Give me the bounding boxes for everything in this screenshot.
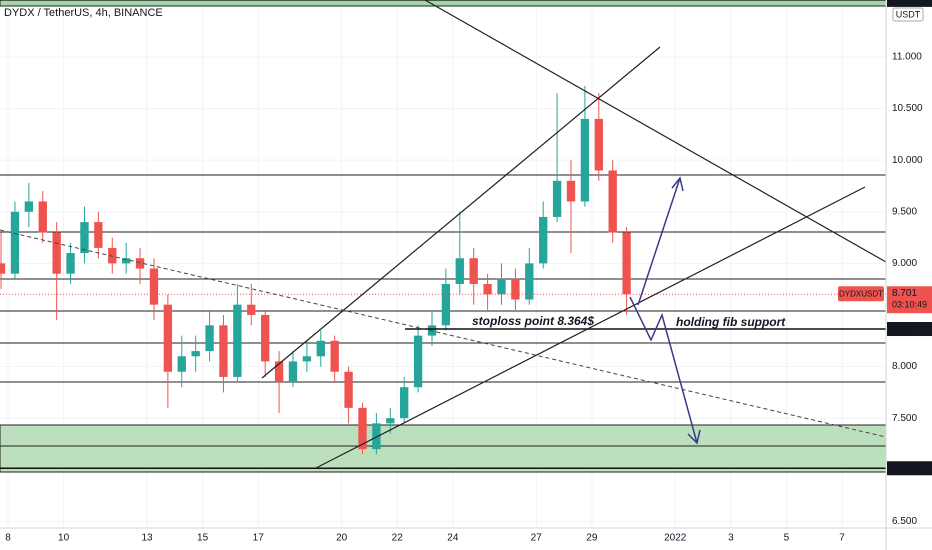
- currency-box: [892, 7, 924, 22]
- marker-tag: 8.364: [892, 324, 917, 335]
- x-tick-label: 29: [586, 533, 598, 544]
- candle-body: [511, 278, 520, 300]
- candle-body: [483, 284, 492, 295]
- candle-body: [10, 211, 20, 274]
- y-tick-label: 9.500: [892, 206, 917, 217]
- candle-body: [552, 180, 562, 217]
- y-tick-label: 7.500: [892, 413, 917, 424]
- candle-body: [288, 361, 298, 383]
- price-tag-box: [887, 286, 932, 314]
- marker-tag-box: [887, 0, 932, 7]
- countdown: 03:10:49: [892, 300, 927, 310]
- candle-body: [316, 340, 325, 357]
- candle-body: [469, 258, 478, 285]
- y-tick-label: 10.500: [892, 103, 923, 114]
- trendline: [424, 0, 887, 263]
- candle-body: [163, 304, 173, 372]
- candle-body: [205, 325, 214, 352]
- currency: USDT: [896, 9, 921, 19]
- x-tick-label: 22: [392, 533, 404, 544]
- candle-body: [330, 340, 339, 372]
- x-tick-label: 7: [839, 533, 845, 544]
- candle-body: [0, 263, 6, 274]
- candle-body: [261, 314, 270, 362]
- candle-body: [149, 268, 159, 305]
- candle-body: [344, 371, 353, 408]
- x-tick-label: 27: [531, 533, 543, 544]
- candle-body: [24, 201, 34, 212]
- candle-body: [372, 423, 381, 450]
- y-tick-label: 6.500: [892, 516, 917, 527]
- candle-body: [94, 222, 103, 248]
- marker-tag-box: [887, 461, 932, 476]
- candle-body: [177, 356, 186, 372]
- chart-title: DYDX / TetherUS, 4h, BINANCE: [4, 7, 163, 19]
- candle-body: [135, 258, 145, 269]
- price-tag: 8.701: [892, 288, 917, 299]
- resistance-zone: [0, 0, 887, 7]
- arrow-head: [687, 429, 701, 445]
- marker-tag-box: [887, 322, 932, 337]
- candle-body: [274, 361, 284, 383]
- projection-arrow: [629, 296, 698, 444]
- symbol-tag: DYDXUSDT: [839, 289, 883, 298]
- x-tick-label: 17: [253, 533, 265, 544]
- x-tick-label: 24: [447, 533, 459, 544]
- y-tick-label: 11.000: [892, 52, 922, 63]
- support-zone: [0, 424, 887, 473]
- candle-body: [386, 418, 395, 424]
- candle-body: [594, 118, 603, 171]
- candle-body: [622, 232, 631, 295]
- candle-body: [38, 201, 47, 233]
- x-tick-label: 10: [58, 533, 70, 544]
- y-tick-label: 8.000: [892, 361, 917, 372]
- symbol-tag-box: [838, 286, 884, 302]
- candle-body: [566, 180, 576, 202]
- x-tick-label: 2022: [664, 533, 687, 544]
- x-tick-label: 3: [728, 533, 734, 544]
- x-tick-label: 20: [336, 533, 348, 544]
- annotation: holding fib support: [676, 315, 786, 329]
- marker-tag: 7.015: [892, 463, 917, 474]
- candle-body: [539, 216, 548, 264]
- candle-body: [121, 258, 131, 264]
- y-tick-label: 10.000: [892, 155, 923, 166]
- x-tick-label: 15: [197, 533, 209, 544]
- trendline: [261, 46, 661, 379]
- candle-body: [497, 278, 506, 295]
- candle-body: [302, 356, 312, 362]
- candle-body: [608, 170, 617, 233]
- candle-body: [580, 118, 590, 202]
- x-tick-label: 5: [784, 533, 790, 544]
- candle-body: [219, 325, 228, 377]
- candle-body: [358, 407, 367, 450]
- arrow-head: [671, 176, 684, 192]
- candle-body: [441, 284, 451, 326]
- candle-body: [80, 222, 89, 254]
- candle-body: [400, 387, 409, 419]
- projection-arrow: [637, 177, 681, 306]
- annotation: stoploss point 8.364$: [472, 314, 594, 328]
- candle-body: [233, 304, 242, 377]
- candle-body: [191, 351, 200, 357]
- y-tick-label: 9.000: [892, 258, 917, 269]
- candle-body: [525, 263, 534, 300]
- trendline: [0, 229, 887, 438]
- candle-body: [66, 253, 75, 274]
- marker-tag: 11.553: [892, 0, 922, 6]
- candle-body: [455, 258, 464, 285]
- candle-body: [413, 335, 423, 388]
- x-tick-label: 13: [141, 533, 153, 544]
- candle-body: [108, 247, 117, 264]
- candle-body: [247, 304, 256, 315]
- candle-body: [52, 232, 61, 274]
- trendline: [315, 186, 866, 469]
- x-tick-label: 8: [5, 533, 11, 544]
